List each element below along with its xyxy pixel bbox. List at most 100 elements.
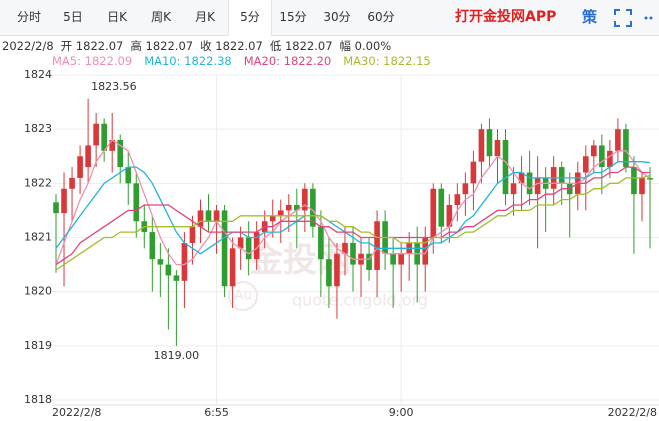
- candle-body: [173, 275, 180, 281]
- candle-body: [197, 210, 204, 227]
- tab[interactable]: 60分: [367, 10, 395, 24]
- candle-body: [342, 242, 348, 254]
- candle-body: [582, 156, 589, 173]
- candle-body: [53, 202, 59, 214]
- info-item: 2022/2/8: [2, 39, 54, 53]
- candle-body: [285, 205, 292, 211]
- candle-body: [446, 205, 453, 227]
- candle-body: [534, 177, 541, 195]
- candle-body: [165, 264, 172, 276]
- watermark: Au: [234, 289, 251, 304]
- candle-body: [302, 188, 308, 211]
- extreme-label: 1819.00: [154, 349, 200, 362]
- candle-body: [69, 177, 75, 189]
- info-item: 幅 0.00%: [339, 39, 392, 53]
- candle-body: [438, 188, 445, 227]
- tab[interactable]: 月K: [195, 10, 215, 24]
- candle-body: [502, 140, 509, 195]
- candle-body: [181, 242, 188, 281]
- candle-body: [366, 253, 372, 270]
- candle-body: [157, 259, 164, 265]
- candle-body: [486, 129, 493, 157]
- ma-line: [55, 139, 651, 266]
- candle-body: [478, 129, 485, 162]
- candle-body: [647, 177, 653, 180]
- ma-line: [55, 161, 651, 255]
- tab[interactable]: 日K: [107, 10, 127, 24]
- watermark: quote.cngold.org: [292, 291, 428, 310]
- candle-body: [229, 248, 236, 287]
- candle-body: [591, 145, 597, 157]
- candle-body: [77, 156, 83, 178]
- legend-entry: MA30: 1822.15: [343, 54, 431, 68]
- candle-body: [607, 150, 613, 168]
- candle-body: [518, 172, 525, 184]
- candle-body: [454, 194, 461, 205]
- candle-body: [205, 210, 212, 222]
- y-tick-label: 1823: [24, 122, 52, 135]
- candle-body: [189, 226, 196, 243]
- extreme-label: 1823.56: [91, 80, 137, 93]
- y-tick-label: 1820: [24, 285, 52, 298]
- candle-body: [310, 188, 316, 227]
- candle-body: [631, 167, 637, 195]
- candle-body: [85, 145, 91, 168]
- tab[interactable]: 5日: [63, 10, 83, 24]
- candle-body: [117, 140, 124, 168]
- candle-body: [221, 210, 228, 287]
- candle-body: [149, 232, 156, 260]
- more-button[interactable]: [644, 14, 656, 22]
- x-tick-label: 2022/2/8: [52, 406, 101, 419]
- candle-body: [398, 253, 404, 265]
- y-tick-label: 1819: [24, 339, 52, 352]
- info-item: 高 1822.07: [130, 39, 194, 53]
- ma-line: [55, 174, 651, 271]
- candle-body: [334, 253, 340, 287]
- candle-body: [615, 129, 621, 151]
- tab[interactable]: 5分: [228, 0, 272, 36]
- x-tick-label: 9:00: [389, 406, 414, 419]
- legend-entry: MA5: 1822.09: [52, 54, 133, 68]
- candle-body: [125, 167, 132, 184]
- tab[interactable]: 15分: [279, 10, 307, 24]
- candle-body: [269, 215, 276, 222]
- candle-body: [470, 161, 477, 184]
- y-tick-label: 1821: [24, 231, 52, 244]
- legend-entry: MA20: 1822.20: [243, 54, 332, 68]
- candle-body: [253, 232, 260, 260]
- app-link[interactable]: 打开金投网APP: [455, 9, 557, 25]
- x-tick-label: 6:55: [204, 406, 229, 419]
- fullscreen-button[interactable]: [614, 9, 632, 27]
- candle-body: [526, 172, 533, 195]
- candle-body: [277, 210, 284, 216]
- candle-body: [422, 237, 429, 265]
- tab[interactable]: 分时: [16, 10, 41, 24]
- strategy-button[interactable]: 策: [582, 8, 598, 26]
- y-tick-label: 1822: [24, 176, 52, 189]
- candle-body: [237, 237, 244, 249]
- info-item: 开 1822.07: [60, 39, 124, 53]
- candle-body: [213, 210, 220, 222]
- candle-body: [101, 123, 107, 151]
- info-item: 收 1822.07: [200, 39, 263, 53]
- candle-body: [318, 226, 324, 260]
- y-tick-label: 1818: [24, 393, 52, 406]
- candle-body: [494, 140, 501, 157]
- candle-body: [350, 242, 356, 265]
- tab-bar: 打开金投网APP 策 分时 5日 日K 周K 月K 5分 15分 30分 60分: [0, 0, 659, 36]
- candle-body: [245, 237, 252, 260]
- ma-line: [55, 166, 650, 266]
- tab[interactable]: 周K: [151, 10, 171, 24]
- watermark-logo: [228, 281, 258, 311]
- info-item: 低 1822.07: [269, 39, 333, 53]
- candle-body: [133, 183, 140, 222]
- candle-body: [374, 221, 380, 270]
- candle-body: [326, 259, 332, 287]
- tab[interactable]: 30分: [323, 10, 351, 24]
- legend-entry: MA10: 1822.38: [144, 54, 232, 68]
- candle-body: [61, 188, 67, 214]
- candle-body: [93, 123, 99, 146]
- candle-body: [510, 183, 517, 195]
